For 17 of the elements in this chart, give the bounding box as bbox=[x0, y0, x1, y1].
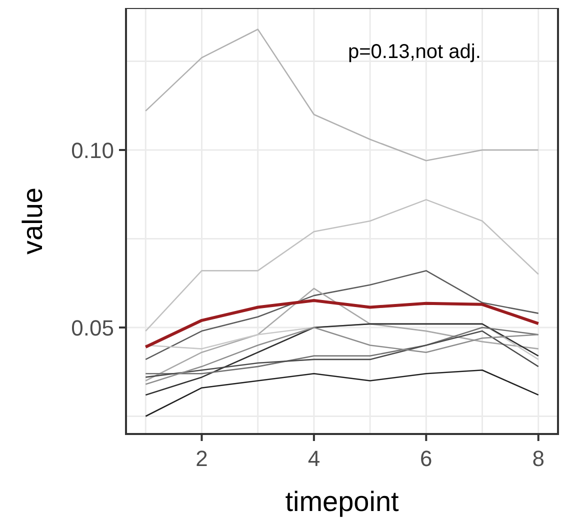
x-tick-label: 2 bbox=[196, 446, 208, 471]
y-tick-label: 0.10 bbox=[71, 138, 114, 163]
line-series bbox=[144, 199, 540, 332]
line-series bbox=[144, 369, 540, 417]
x-tick-label: 4 bbox=[308, 446, 320, 471]
annotation: p=0.13,not adj. bbox=[348, 41, 481, 64]
line-series bbox=[144, 299, 540, 349]
line-series bbox=[144, 270, 540, 360]
line-series bbox=[144, 288, 540, 382]
line-series bbox=[144, 28, 540, 162]
line-series bbox=[144, 326, 540, 385]
line-series bbox=[144, 323, 540, 396]
x-tick-label: 6 bbox=[420, 446, 432, 471]
y-tick-label: 0.05 bbox=[71, 316, 114, 340]
x-tick-label: 8 bbox=[532, 446, 544, 471]
x-axis-title: timepoint bbox=[285, 486, 400, 517]
y-axis-title: value bbox=[16, 188, 48, 254]
